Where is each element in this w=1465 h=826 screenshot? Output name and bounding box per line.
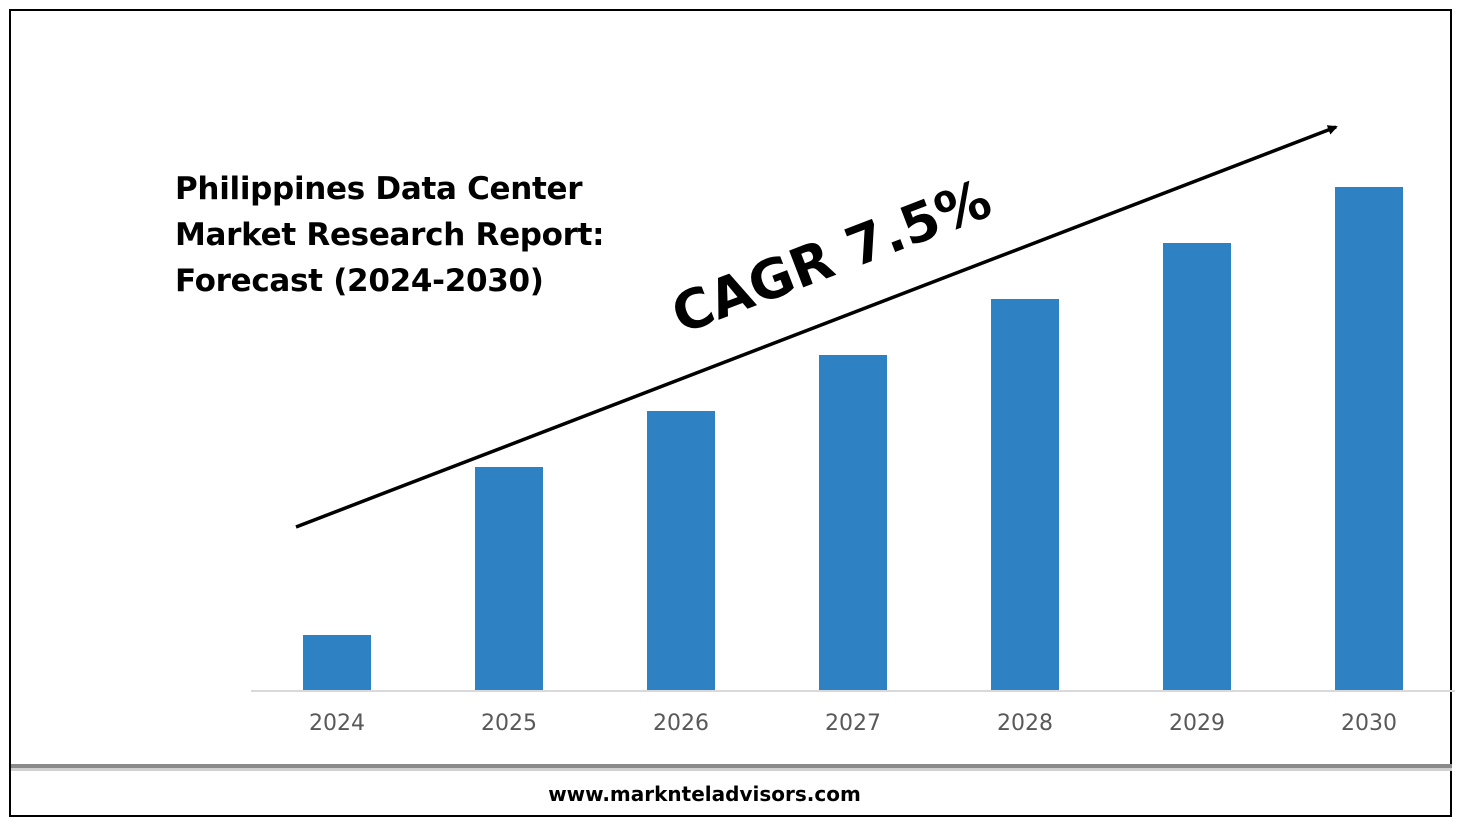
bar-2027 [819,355,887,691]
x-tick-label-2030: 2030 [1341,711,1397,736]
chart-title-line-2: Market Research Report: [175,217,605,253]
chart-title-line-3: Forecast (2024-2030) [175,263,544,299]
trend-arrow [295,125,1338,529]
x-tick-label-2024: 2024 [309,711,365,736]
bar-2025 [475,467,543,691]
x-tick-labels: 2024 2025 2026 2027 2028 2029 2030 [309,711,1397,736]
bar-2030 [1335,187,1403,691]
footer-divider-shadow [11,768,1452,771]
footer-website: www.marknteladvisors.com [548,782,861,806]
chart-title: Philippines Data Center Market Research … [175,166,645,304]
x-tick-label-2027: 2027 [825,711,881,736]
bars-group [303,187,1403,691]
bar-2026 [647,411,715,691]
x-tick-label-2025: 2025 [481,711,537,736]
x-tick-label-2029: 2029 [1169,711,1225,736]
bar-2028 [991,299,1059,691]
bar-2024 [303,635,371,691]
chart-title-line-1: Philippines Data Center [175,171,583,207]
x-tick-label-2026: 2026 [653,711,709,736]
bar-2029 [1163,243,1231,691]
x-tick-label-2028: 2028 [997,711,1053,736]
footer-divider [11,764,1452,768]
